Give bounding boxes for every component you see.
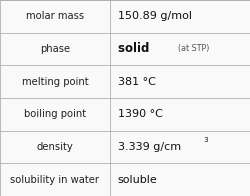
Text: density: density [36, 142, 74, 152]
Text: 1390 °C: 1390 °C [118, 109, 162, 119]
Text: (at STP): (at STP) [178, 44, 209, 54]
Text: boiling point: boiling point [24, 109, 86, 119]
Text: solubility in water: solubility in water [10, 175, 100, 185]
Text: 3.339 g/cm: 3.339 g/cm [118, 142, 180, 152]
Text: solid: solid [118, 43, 157, 55]
Text: soluble: soluble [118, 175, 157, 185]
Text: 150.89 g/mol: 150.89 g/mol [118, 11, 192, 21]
Text: phase: phase [40, 44, 70, 54]
Text: molar mass: molar mass [26, 11, 84, 21]
Text: 3: 3 [204, 137, 208, 143]
Text: 381 °C: 381 °C [118, 77, 156, 87]
Text: melting point: melting point [22, 77, 88, 87]
